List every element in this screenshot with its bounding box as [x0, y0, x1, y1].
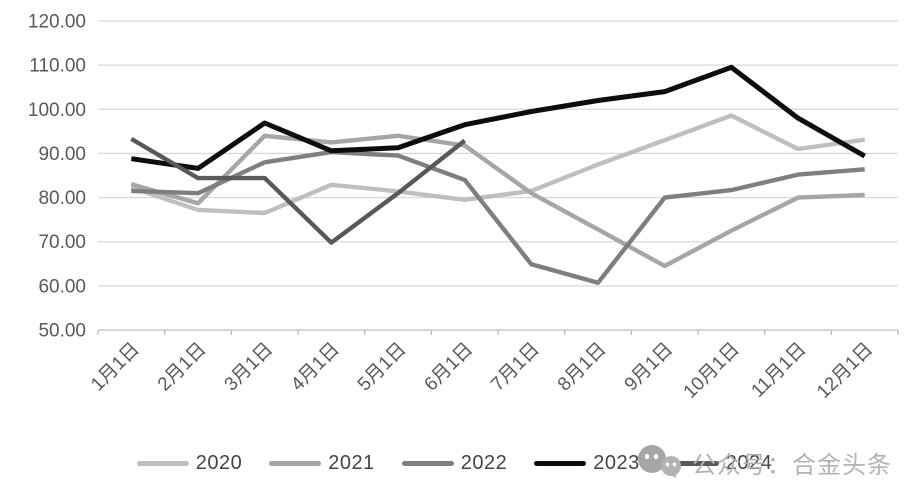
- series-line-2022: [131, 149, 865, 285]
- y-axis-tick-label: 60.00: [38, 276, 86, 297]
- y-axis-tick-label: 50.00: [38, 321, 86, 342]
- x-axis-tick-label: 4月1日: [287, 339, 344, 396]
- y-axis-tick-label: 80.00: [38, 188, 86, 209]
- y-axis-tick-label: 70.00: [38, 232, 86, 253]
- legend-item-2024: 2024: [666, 452, 773, 475]
- legend-swatch-2024: [666, 461, 719, 466]
- x-axis-tick-label: 9月1日: [621, 339, 678, 396]
- x-axis-tick-label: 1月1日: [87, 339, 144, 396]
- legend-item-2020: 2020: [136, 452, 243, 475]
- chart-legend: 2020 2021 2022 2023 2024: [0, 452, 909, 475]
- legend-item-2022: 2022: [401, 452, 508, 475]
- x-axis-tick-label: 7月1日: [487, 339, 544, 396]
- y-axis-tick-label: 110.00: [29, 56, 86, 77]
- series-line-2023: [130, 64, 866, 171]
- legend-swatch-2021: [269, 461, 322, 466]
- y-axis-tick-label: 120.00: [28, 12, 86, 33]
- x-axis-tick-label: 5月1日: [354, 339, 411, 396]
- legend-label-2021: 2021: [328, 452, 375, 474]
- x-axis-tick-label: 6月1日: [421, 339, 478, 396]
- legend-item-2021: 2021: [269, 452, 375, 475]
- x-axis-tick-label: 3月1日: [221, 339, 278, 396]
- legend-item-2023: 2023: [534, 452, 640, 475]
- legend-label-2022: 2022: [460, 452, 508, 474]
- series-line-2021: [130, 133, 865, 269]
- series-line-2020: [130, 113, 866, 216]
- legend-swatch-2022: [401, 461, 454, 466]
- x-axis-tick-label: 11月1日: [747, 339, 810, 402]
- x-axis-tick-label: 2月1日: [154, 339, 211, 396]
- y-axis-tick-label: 90.00: [38, 144, 86, 165]
- legend-swatch-2020: [136, 461, 189, 466]
- legend-swatch-2023: [534, 461, 587, 466]
- legend-label-2023: 2023: [593, 452, 640, 474]
- legend-label-2020: 2020: [195, 452, 243, 474]
- series-line-2024: [130, 137, 467, 245]
- x-axis-tick-label: 10月1日: [680, 339, 744, 403]
- x-axis-tick-label: 12月1日: [813, 339, 877, 403]
- legend-label-2024: 2024: [725, 452, 773, 474]
- x-axis-tick-label: 8月1日: [554, 339, 611, 396]
- y-axis-tick-label: 100.00: [28, 100, 86, 121]
